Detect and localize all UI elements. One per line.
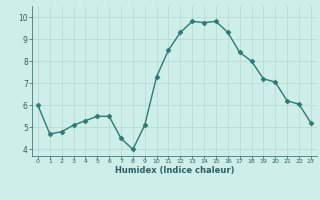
X-axis label: Humidex (Indice chaleur): Humidex (Indice chaleur) — [115, 166, 234, 175]
